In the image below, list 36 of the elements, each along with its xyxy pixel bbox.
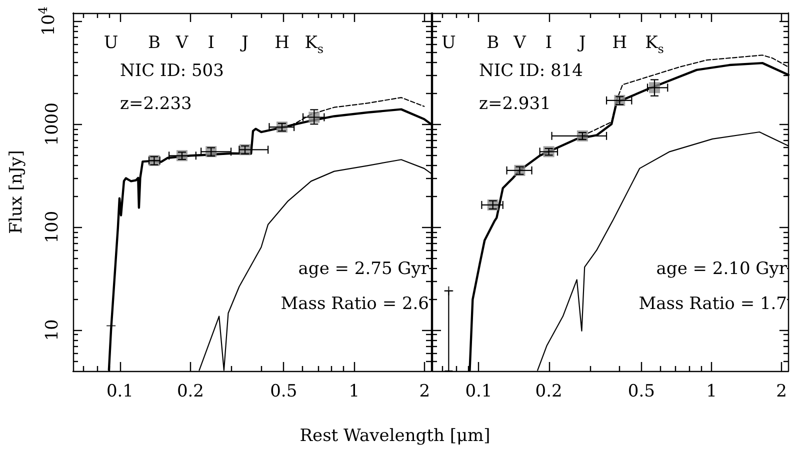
x-tick-label: 0.2 xyxy=(535,382,562,402)
x-tick-label: 1 xyxy=(348,382,360,402)
x-tick-label: 2 xyxy=(419,382,430,402)
y-tick-label: 10 xyxy=(42,319,62,341)
annotation: age = 2.75 Gyr xyxy=(298,259,430,279)
y-tick-label: 100 xyxy=(42,210,62,244)
annotation: J xyxy=(240,33,249,53)
y-tick-label: 104 xyxy=(36,6,59,36)
x-tick-label: 0.5 xyxy=(628,382,655,402)
annotation: B xyxy=(148,33,160,53)
x-tick-label: 0.1 xyxy=(106,382,134,402)
annotation: z=2.931 xyxy=(479,94,551,114)
annotation: H xyxy=(274,33,290,53)
annotation: B xyxy=(486,33,500,53)
annotation: Mass Ratio = 1.7 xyxy=(638,294,787,314)
annotation: z=2.233 xyxy=(120,94,192,114)
x-tick-label: 0.2 xyxy=(176,382,204,402)
annotation: Mass Ratio = 2.6 xyxy=(280,294,429,314)
y-tick-label: 1000 xyxy=(42,102,62,146)
annotation: I xyxy=(208,33,214,53)
annotation: J xyxy=(577,33,586,53)
x-tick-label: 2 xyxy=(776,382,788,402)
y-axis-title: Flux [nJy] xyxy=(6,150,26,234)
annotation: NIC ID: 503 xyxy=(120,61,224,81)
annotation: U xyxy=(104,33,118,53)
annotation: I xyxy=(545,33,552,53)
x-axis-title: Rest Wavelength [μm] xyxy=(298,426,492,446)
annotation: NIC ID: 814 xyxy=(479,61,583,81)
annotation: H xyxy=(612,33,628,53)
annotation: U xyxy=(442,33,456,53)
x-tick-label: 0.5 xyxy=(270,382,298,402)
x-tick-label: 1 xyxy=(706,382,717,402)
x-tick-label: 0.1 xyxy=(465,382,492,402)
annotation: V xyxy=(512,33,527,53)
annotation: age = 2.10 Gyr xyxy=(656,259,788,279)
annotation: V xyxy=(174,33,189,53)
